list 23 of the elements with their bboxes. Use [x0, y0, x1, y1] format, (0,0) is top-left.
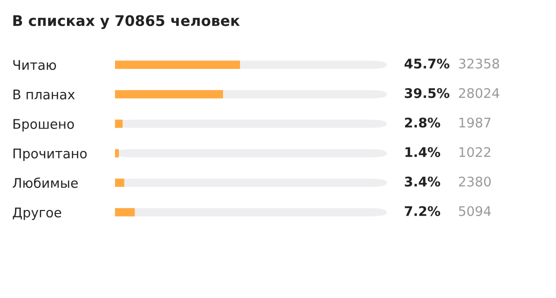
- text: 2.8%: [405, 118, 440, 128]
- text: 3.4%: [404, 176, 440, 187]
- bar: [115, 208, 135, 216]
- text: 45.7%: [404, 58, 450, 69]
- text: 1.4%: [405, 147, 440, 158]
- data-label: 1987: [459, 118, 490, 128]
- data-label: 28024: [458, 88, 500, 98]
- y-tick-label: В планах: [14, 90, 75, 100]
- data-label: 2380: [458, 176, 491, 187]
- bar: [115, 178, 124, 187]
- data-label: 32358: [459, 58, 500, 69]
- bar: [115, 149, 119, 158]
- text: 7.2%: [404, 206, 440, 216]
- y-tick-label: Любимые: [12, 178, 78, 188]
- chart-title: В списках у 70865 человек: [13, 15, 240, 30]
- y-tick-label: Читаю: [13, 60, 56, 70]
- text: 39.5%: [404, 88, 450, 98]
- y-tick-label: Брошено: [14, 119, 74, 132]
- data-label: 1022: [459, 147, 490, 158]
- bar: [115, 120, 123, 128]
- data-label: 5094: [459, 206, 491, 216]
- y-tick-label: Прочитано: [14, 148, 87, 162]
- y-tick-label: Другое: [12, 208, 62, 220]
